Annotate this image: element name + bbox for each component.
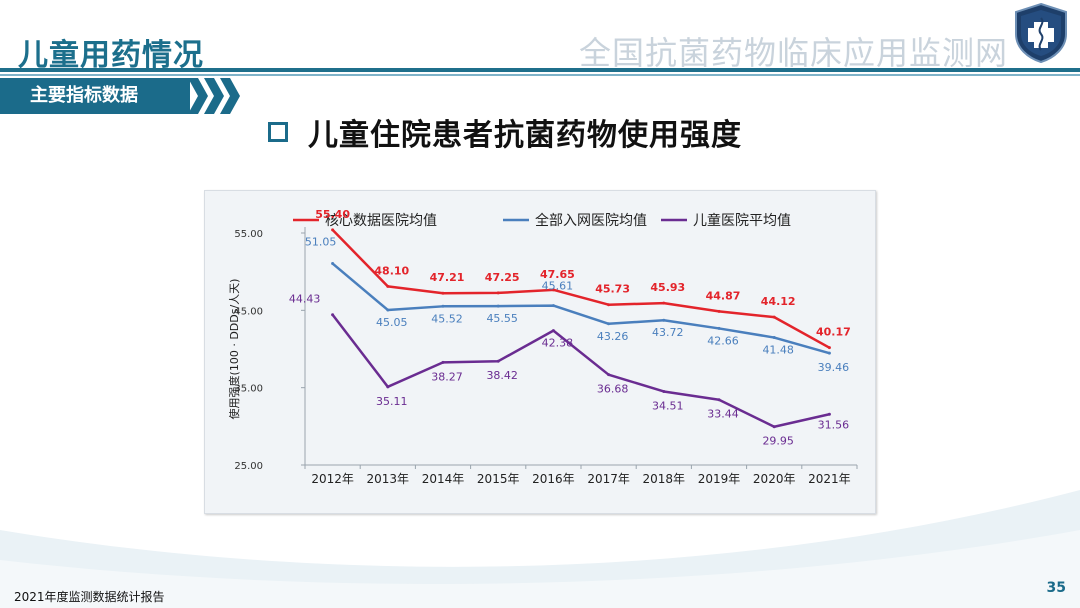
- section-tag: 主要指标数据: [0, 78, 190, 114]
- data-label: 42.66: [707, 334, 739, 347]
- x-tick-label: 2017年: [587, 472, 630, 486]
- data-point: [551, 288, 555, 292]
- series-line: [331, 313, 830, 428]
- data-point: [551, 329, 555, 333]
- data-label: 45.05: [376, 316, 408, 329]
- data-point: [827, 351, 831, 355]
- x-tick-label: 2021年: [808, 472, 851, 486]
- series-line: [331, 229, 831, 349]
- x-tick-label: 2020年: [753, 472, 796, 486]
- y-tick-label: 45.00: [234, 306, 263, 317]
- x-tick-label: 2012年: [311, 472, 354, 486]
- data-point: [496, 304, 500, 308]
- data-label: 29.95: [762, 435, 794, 448]
- x-tick-label: 2013年: [367, 472, 410, 486]
- data-point: [772, 336, 776, 340]
- hospital-logo-icon: [1015, 2, 1067, 64]
- data-point: [607, 373, 611, 377]
- data-point: [772, 315, 776, 319]
- footer-report-name: 2021年度监测数据统计报告: [14, 590, 165, 604]
- header-rule: [0, 68, 1080, 72]
- data-label: 41.48: [762, 344, 794, 357]
- data-label: 47.25: [485, 271, 520, 284]
- y-axis-label: 使用强度(100 · DDDs/人天): [227, 279, 241, 420]
- data-point: [331, 228, 335, 232]
- data-label: 47.65: [540, 268, 575, 281]
- data-label: 36.68: [597, 383, 629, 396]
- data-label: 43.72: [652, 326, 684, 339]
- series-line: [331, 262, 830, 355]
- x-tick-label: 2018年: [643, 472, 686, 486]
- legend-label: 儿童医院平均值: [693, 212, 791, 229]
- data-point: [386, 284, 390, 288]
- data-label: 47.21: [430, 271, 465, 284]
- slide-heading-text: 儿童住院患者抗菌药物使用强度: [308, 118, 742, 153]
- data-label: 35.11: [376, 395, 408, 408]
- data-point: [662, 301, 666, 305]
- data-point: [331, 313, 335, 317]
- decorative-wave: [0, 490, 1080, 608]
- data-label: 45.73: [595, 283, 630, 296]
- square-bullet-icon: [268, 122, 288, 142]
- data-label: 45.61: [542, 280, 574, 293]
- data-label: 31.56: [818, 418, 850, 431]
- page-number: 35: [1046, 580, 1066, 596]
- x-tick-label: 2016年: [532, 472, 575, 486]
- line-chart: 25.00 35.00 45.00 55.00 使用强度(100 · DDDs/人天) 2…: [227, 208, 858, 486]
- x-tick-label: 2014年: [422, 472, 465, 486]
- data-label: 33.44: [707, 408, 739, 421]
- data-point: [717, 326, 721, 330]
- data-point: [772, 425, 776, 429]
- data-point: [607, 303, 611, 307]
- data-point: [662, 389, 666, 393]
- data-label: 43.26: [597, 330, 629, 343]
- data-label: 44.12: [761, 295, 796, 308]
- data-label: 39.46: [818, 361, 850, 374]
- data-point: [496, 291, 500, 295]
- data-point: [331, 262, 335, 266]
- data-point: [441, 304, 445, 308]
- data-point: [551, 304, 555, 308]
- page-title: 儿童用药情况: [18, 38, 204, 73]
- data-label: 45.93: [650, 281, 685, 294]
- slide-heading: 儿童住院患者抗菌药物使用强度: [268, 110, 742, 154]
- data-point: [441, 360, 445, 364]
- y-tick-label: 55.00: [234, 229, 263, 240]
- data-point: [386, 308, 390, 312]
- y-tick-label: 35.00: [234, 384, 263, 395]
- organization-name: 全国抗菌药物临床应用监测网: [578, 34, 1008, 72]
- data-label: 42.38: [542, 337, 574, 350]
- data-label: 51.05: [305, 236, 337, 249]
- data-point: [386, 385, 390, 389]
- data-label: 34.51: [652, 399, 684, 412]
- x-tick-label: 2015年: [477, 472, 520, 486]
- data-label: 55.40: [315, 208, 350, 221]
- data-point: [717, 398, 721, 402]
- header-rule-thin: [0, 74, 1080, 76]
- data-label: 44.43: [289, 293, 321, 306]
- data-point: [496, 359, 500, 363]
- data-label: 45.55: [486, 312, 518, 325]
- chart-panel: 25.00 35.00 45.00 55.00 使用强度(100 · DDDs/人天) 2…: [204, 190, 876, 514]
- data-point: [827, 346, 831, 350]
- data-label: 40.17: [816, 326, 851, 339]
- x-tick-label: 2019年: [698, 472, 741, 486]
- legend-label: 全部入网医院均值: [535, 212, 647, 229]
- data-label: 38.27: [431, 370, 463, 383]
- legend-label: 核心数据医院均值: [325, 213, 437, 229]
- data-label: 38.42: [486, 369, 518, 382]
- data-label: 48.10: [374, 264, 409, 277]
- y-tick-label: 25.00: [234, 461, 263, 472]
- data-point: [441, 291, 445, 295]
- data-point: [607, 322, 611, 326]
- data-point: [717, 309, 721, 313]
- data-label: 45.52: [431, 312, 463, 325]
- data-point: [827, 412, 831, 416]
- data-label: 44.87: [706, 289, 741, 302]
- data-point: [662, 318, 666, 322]
- chevron-icon: [188, 78, 240, 114]
